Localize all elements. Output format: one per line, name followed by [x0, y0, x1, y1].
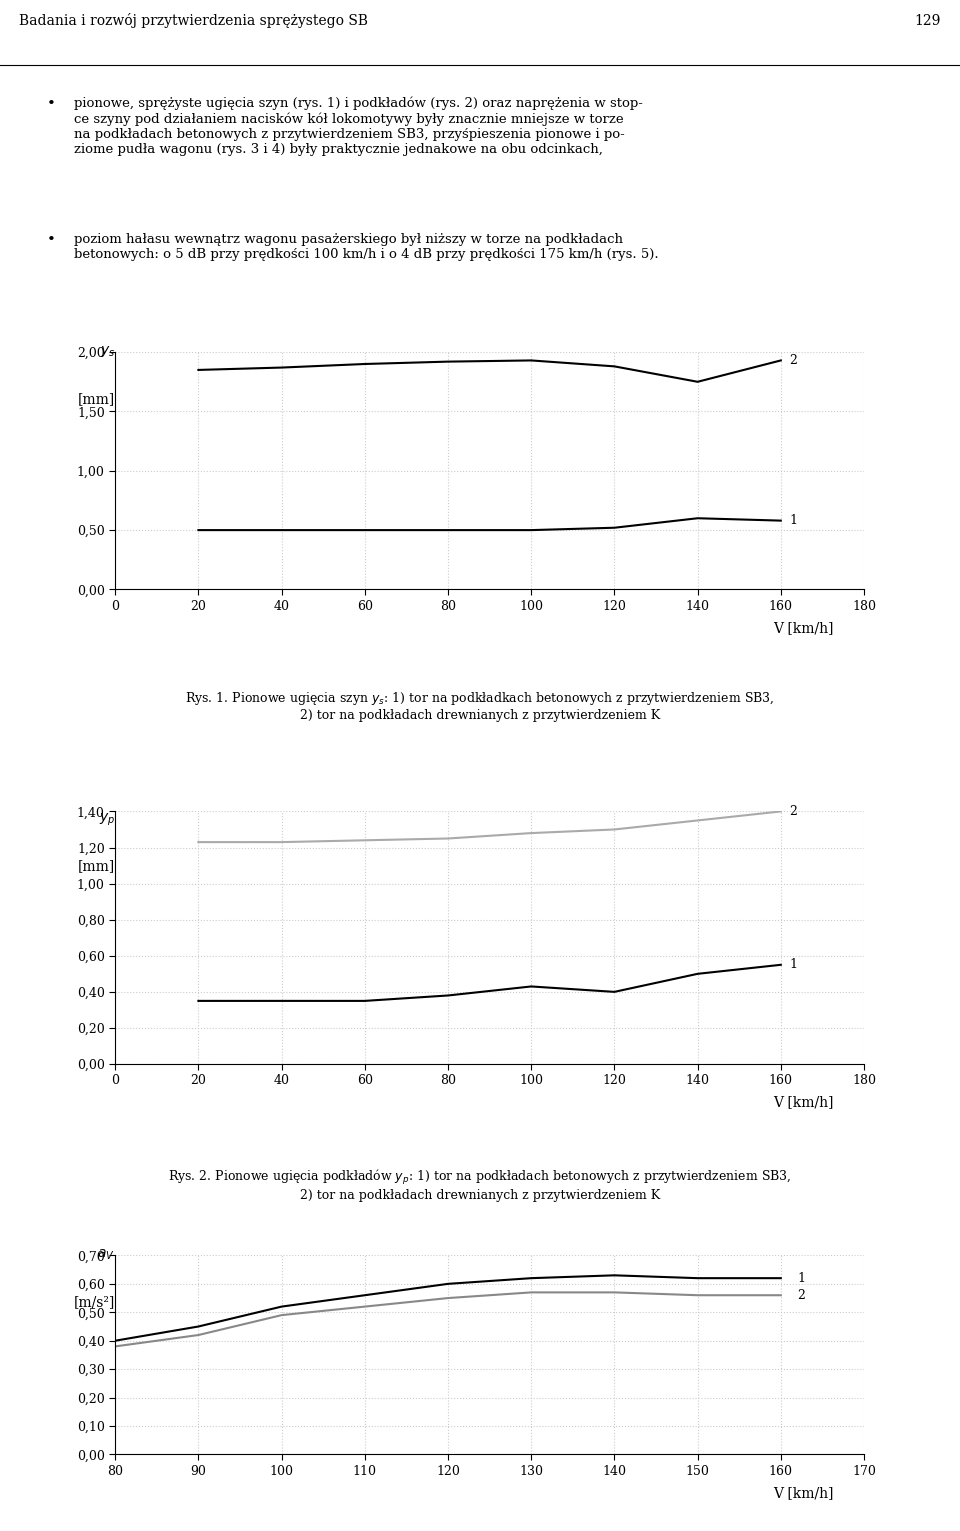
Text: •: •	[47, 233, 56, 246]
Text: V [km/h]: V [km/h]	[774, 1485, 834, 1500]
Text: $y_s$: $y_s$	[100, 344, 115, 360]
Text: V [km/h]: V [km/h]	[774, 620, 834, 635]
Text: V [km/h]: V [km/h]	[774, 1095, 834, 1110]
Text: Rys. 1. Pionowe ugięcia szyn $y_s$: 1) tor na podkładkach betonowych z przytwier: Rys. 1. Pionowe ugięcia szyn $y_s$: 1) t…	[185, 690, 775, 723]
Text: 2: 2	[789, 354, 797, 367]
Text: [m/s²]: [m/s²]	[74, 1295, 115, 1309]
Text: 2: 2	[789, 805, 797, 818]
Text: [mm]: [mm]	[78, 859, 115, 873]
Text: $y_p$: $y_p$	[99, 811, 115, 828]
Text: 1: 1	[798, 1272, 805, 1285]
Text: 2: 2	[798, 1289, 805, 1301]
Text: poziom hałasu wewnątrz wagonu pasażerskiego był niższy w torze na podkładach
bet: poziom hałasu wewnątrz wagonu pasażerski…	[75, 233, 660, 262]
Text: •: •	[47, 96, 56, 110]
Text: 1: 1	[789, 514, 797, 527]
Text: 1: 1	[789, 958, 797, 971]
Text: pionowe, sprężyste ugięcia szyn (rys. 1) i podkładów (rys. 2) oraz naprężenia w : pionowe, sprężyste ugięcia szyn (rys. 1)…	[75, 96, 643, 156]
Text: Rys. 2. Pionowe ugięcia podkładów $y_p$: 1) tor na podkładach betonowych z przyt: Rys. 2. Pionowe ugięcia podkładów $y_p$:…	[168, 1168, 792, 1202]
Text: Badania i rozwój przytwierdzenia sprężystego SB: Badania i rozwój przytwierdzenia sprężys…	[19, 14, 369, 28]
Text: [mm]: [mm]	[78, 392, 115, 406]
Text: $a_V$: $a_V$	[98, 1248, 115, 1262]
Text: 129: 129	[915, 14, 941, 28]
